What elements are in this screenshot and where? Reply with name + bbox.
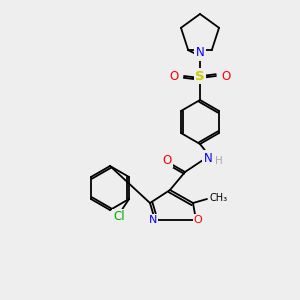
Text: N: N [204,152,212,164]
Text: Cl: Cl [113,211,125,224]
Text: H: H [215,156,223,166]
Text: N: N [196,46,204,59]
Text: O: O [194,215,202,225]
Text: CH₃: CH₃ [209,193,227,203]
Text: N: N [149,215,157,225]
Text: S: S [195,70,205,83]
Text: O: O [221,70,231,83]
Text: O: O [169,70,178,83]
Text: O: O [162,154,172,166]
